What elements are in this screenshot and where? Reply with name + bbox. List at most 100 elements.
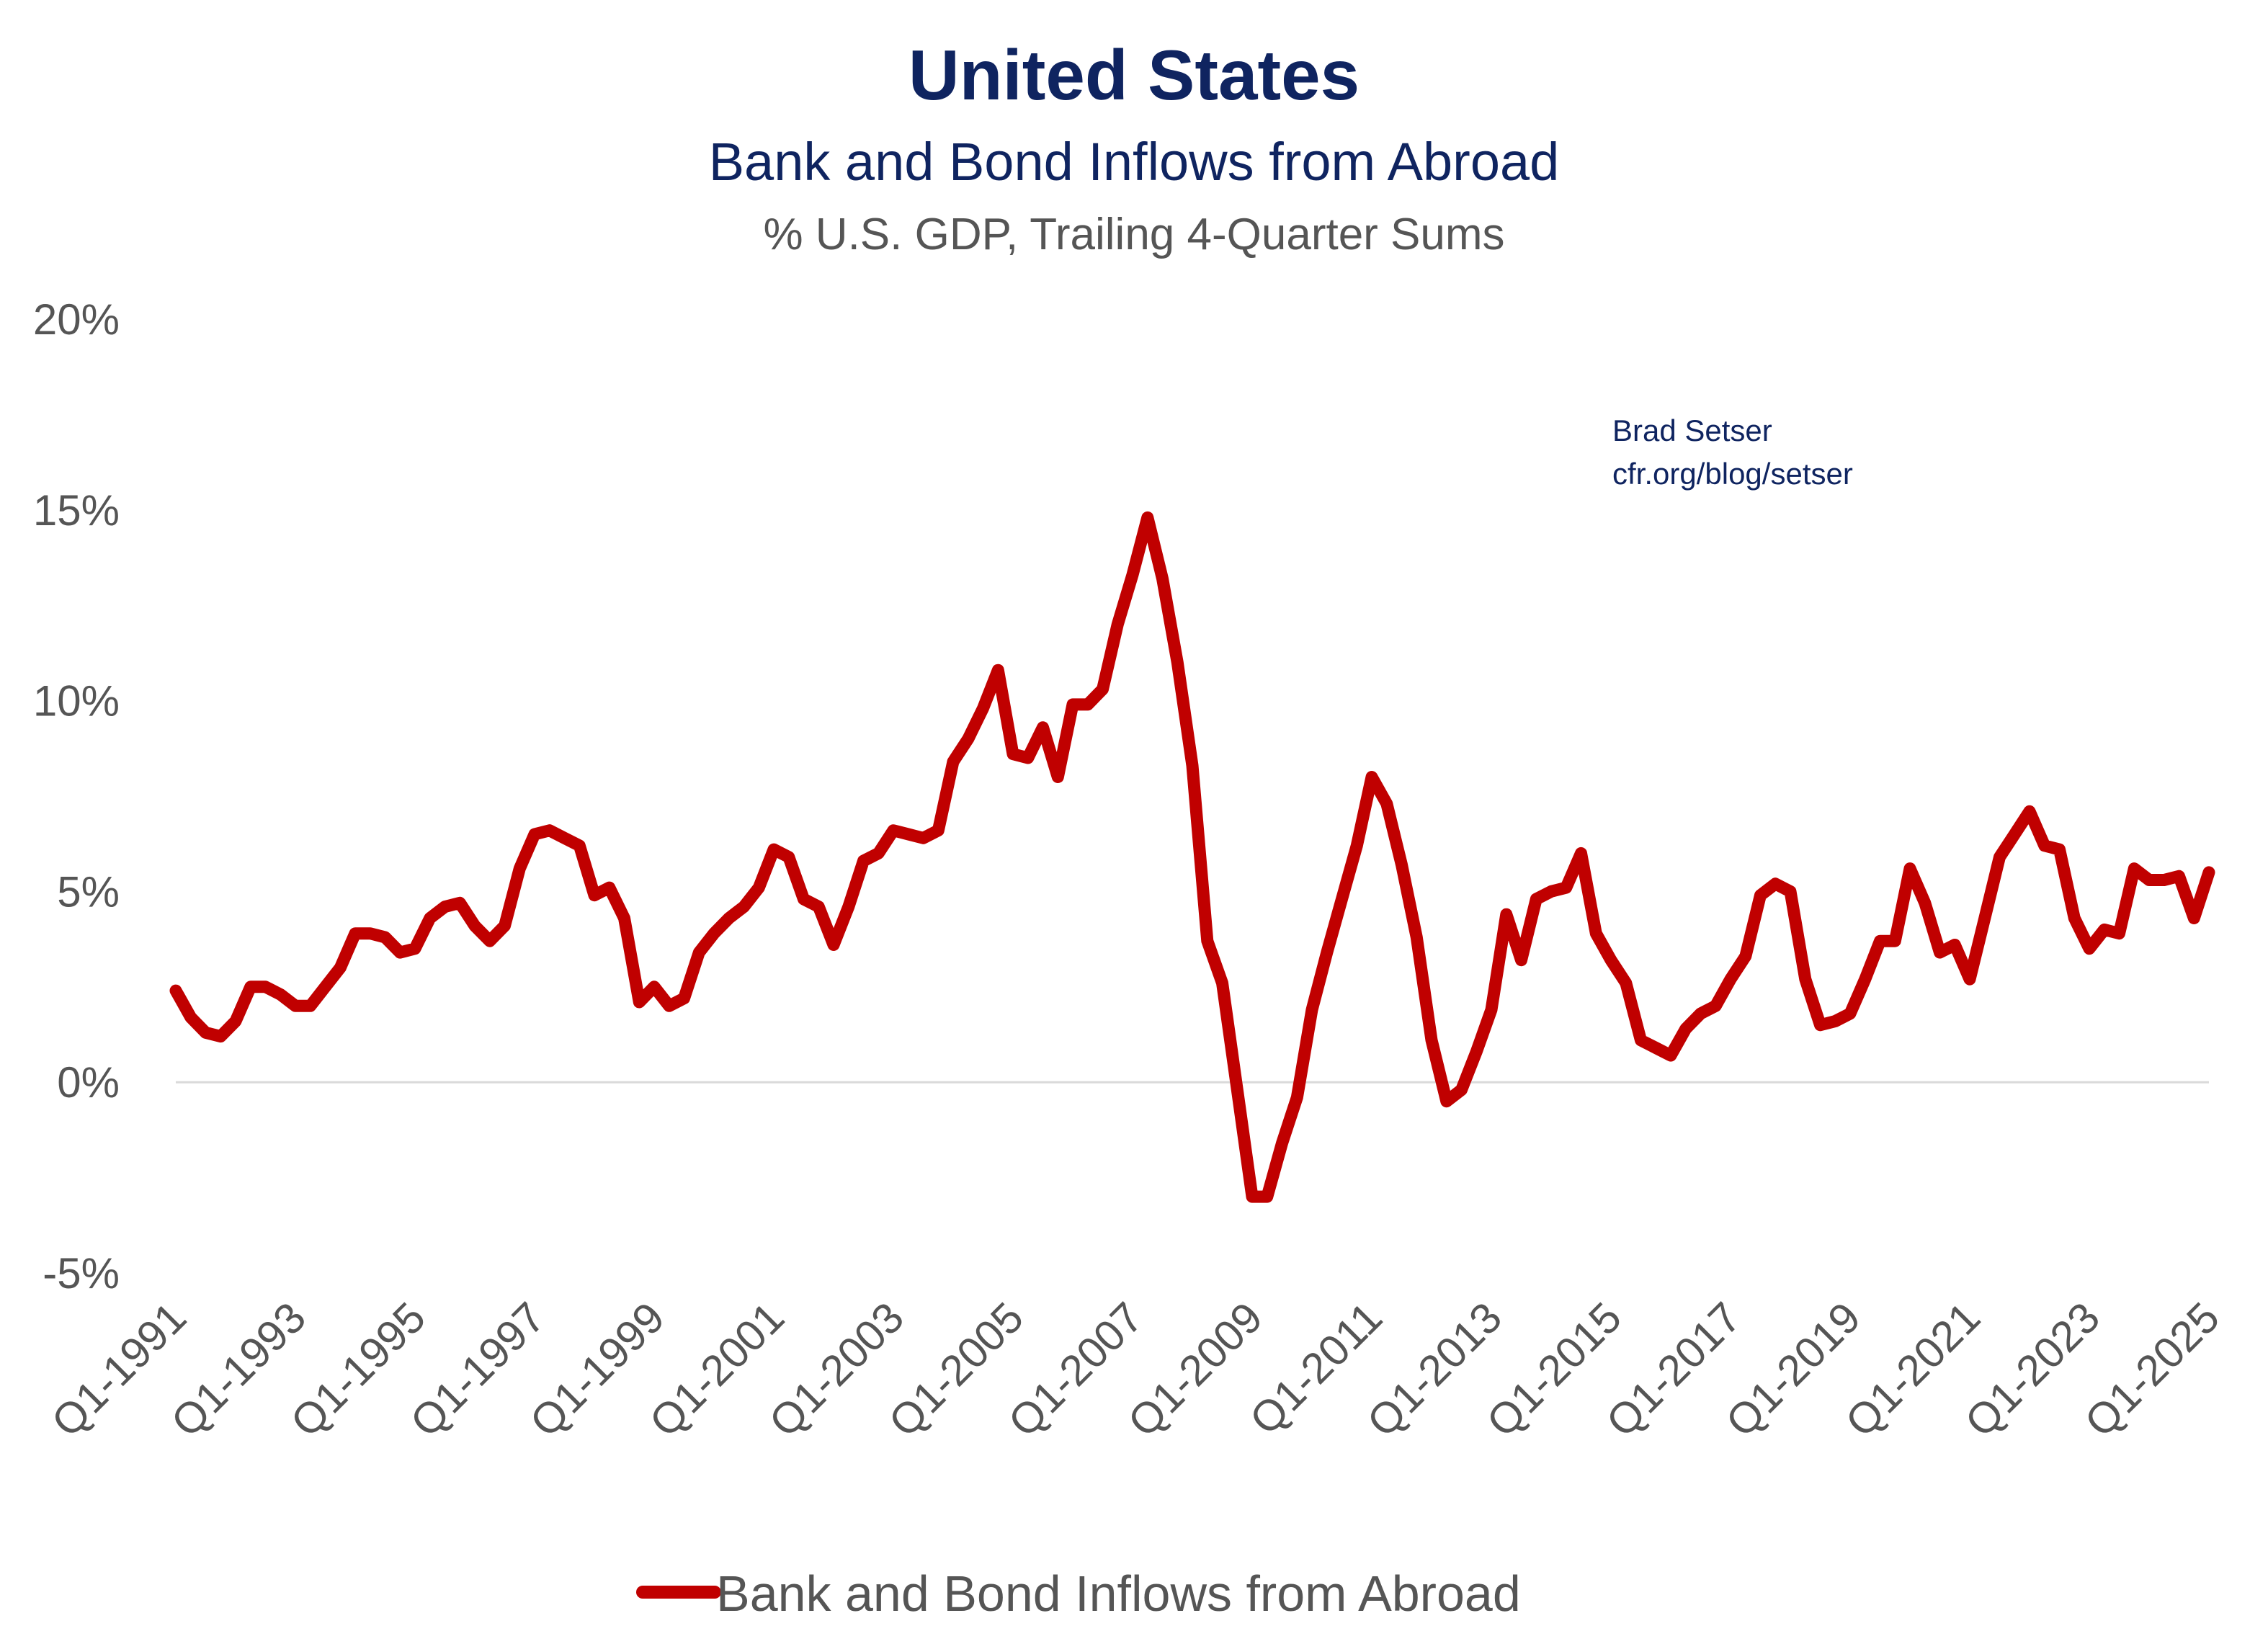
data-point	[293, 1004, 298, 1008]
data-point	[862, 859, 866, 863]
data-point	[2087, 947, 2091, 951]
data-point	[1788, 889, 1792, 893]
data-point	[1086, 702, 1090, 707]
source-name: Brad Setser	[1612, 414, 1772, 447]
data-point	[2162, 878, 2166, 883]
data-point	[831, 943, 836, 947]
data-point	[712, 932, 716, 936]
data-point	[1414, 935, 1419, 939]
data-point	[637, 1000, 641, 1004]
data-point	[548, 828, 552, 833]
data-point	[1684, 1027, 1688, 1031]
data-point	[921, 836, 926, 840]
data-point	[697, 950, 701, 955]
data-point	[1340, 897, 1344, 901]
chart-subtitle: Bank and Bond Inflows from Abroad	[708, 132, 1560, 192]
data-point	[189, 1015, 193, 1019]
data-point	[1968, 977, 1972, 981]
data-point	[1863, 977, 1867, 981]
data-point	[204, 1030, 208, 1035]
data-point	[1115, 622, 1120, 627]
chart-units-label: % U.S. GDP, Trailing 4-Quarter Sums	[763, 210, 1505, 259]
legend-label: Bank and Bond Inflows from Abroad	[716, 1565, 1521, 1622]
data-point	[756, 885, 761, 890]
data-point	[413, 947, 417, 951]
data-point	[2147, 878, 2151, 883]
data-point	[1773, 882, 1777, 886]
data-point	[1624, 981, 1628, 986]
data-point	[2117, 932, 2122, 936]
data-point	[1818, 1023, 1823, 1027]
data-point	[308, 1004, 313, 1008]
data-point	[1146, 515, 1150, 519]
data-point	[1011, 752, 1015, 756]
data-point	[398, 950, 402, 955]
data-point	[532, 832, 537, 836]
y-tick-label: 10%	[33, 677, 120, 725]
data-point	[1639, 1038, 1643, 1042]
series-layer	[169, 511, 2215, 1203]
data-point	[353, 932, 357, 936]
data-point	[847, 905, 851, 909]
data-point	[338, 965, 342, 970]
data-point	[682, 996, 687, 1001]
data-point	[1026, 756, 1030, 760]
y-tick-label: -5%	[43, 1249, 120, 1297]
data-point	[652, 985, 656, 989]
data-point	[2027, 809, 2032, 813]
data-point	[1220, 981, 1225, 986]
data-point	[428, 916, 432, 921]
data-point	[1250, 1194, 1254, 1199]
data-point	[278, 992, 282, 996]
data-point	[577, 844, 581, 848]
data-point	[1445, 1099, 1449, 1104]
data-point	[2058, 847, 2062, 852]
data-point	[1519, 958, 1524, 962]
data-point	[1878, 939, 1883, 943]
data-point	[1908, 867, 1912, 871]
y-tick-label: 20%	[33, 295, 120, 344]
data-point	[727, 916, 731, 921]
data-point	[1564, 885, 1568, 890]
data-point	[1460, 1088, 1464, 1092]
x-axis: Q1-1991Q1-1993Q1-1995Q1-1997Q1-1999Q1-20…	[43, 1293, 2228, 1446]
data-point	[787, 855, 791, 859]
data-point	[1848, 1011, 1852, 1016]
data-point	[1205, 939, 1210, 943]
data-point	[742, 905, 746, 909]
data-point	[1325, 950, 1329, 955]
data-point	[1653, 1046, 1658, 1050]
data-point	[1609, 958, 1613, 962]
data-point	[249, 985, 253, 989]
data-point	[1759, 893, 1763, 898]
data-point	[2102, 927, 2107, 932]
data-point	[218, 1035, 223, 1039]
data-point	[1952, 943, 1957, 947]
data-point	[563, 836, 567, 840]
data-point	[936, 828, 940, 833]
data-point	[1310, 1008, 1314, 1012]
y-axis: -5% 0% 5% 10% 15% 20%	[33, 295, 120, 1297]
data-point	[488, 939, 492, 943]
x-tick-label: Q1-2025	[2076, 1293, 2228, 1446]
data-point	[966, 737, 970, 741]
data-point	[323, 985, 328, 989]
data-point	[1549, 889, 1553, 893]
data-point	[473, 924, 477, 928]
data-point	[368, 932, 372, 936]
data-point	[1280, 1141, 1285, 1145]
data-point	[1579, 851, 1584, 855]
data-point	[174, 988, 178, 993]
data-point	[1744, 954, 1748, 958]
y-tick-label: 0%	[57, 1058, 120, 1107]
data-point	[517, 867, 522, 871]
data-point	[1803, 977, 1808, 981]
data-point	[1833, 1019, 1837, 1024]
data-point	[802, 897, 806, 901]
data-point	[1265, 1194, 1269, 1199]
data-point	[1055, 775, 1060, 779]
data-point	[622, 916, 627, 921]
data-point	[996, 668, 1000, 672]
data-point	[383, 935, 388, 939]
